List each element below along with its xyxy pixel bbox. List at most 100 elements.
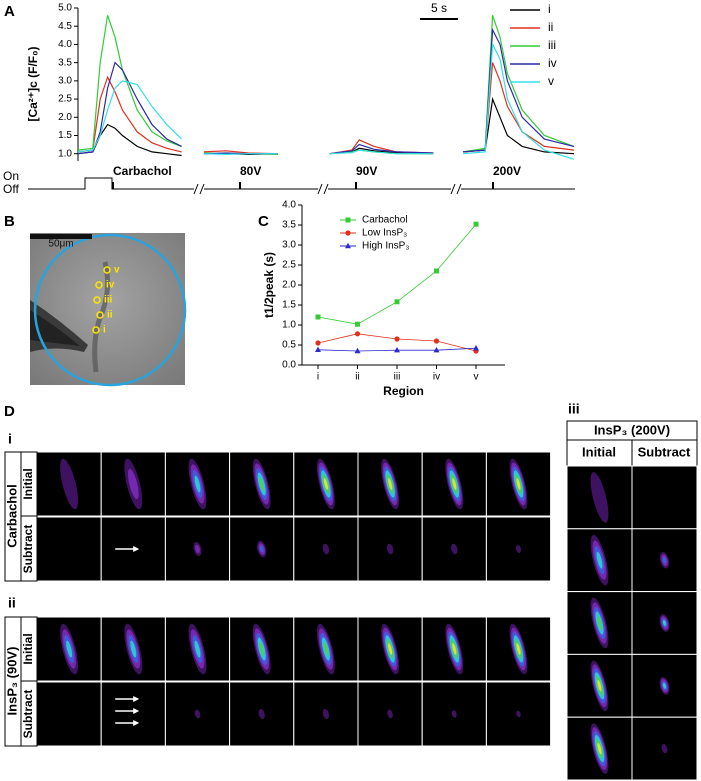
intensity-contour [662, 682, 667, 689]
intensity-contour [590, 472, 609, 523]
image-frame [229, 616, 295, 682]
fluorescence [451, 543, 458, 555]
trace [77, 42, 575, 160]
x-tick-label: ii [355, 372, 359, 383]
intensity-contour [597, 616, 602, 630]
intensity-contour [516, 478, 521, 490]
fluorescence [590, 597, 609, 649]
fluorescence [322, 708, 329, 720]
intensity-contour [60, 458, 79, 510]
point [345, 217, 351, 223]
intensity-contour [130, 640, 137, 658]
intensity-contour [388, 478, 393, 490]
panel-label: B [4, 213, 15, 230]
intensity-contour [322, 543, 330, 555]
column-label: Subtract [638, 444, 691, 459]
fluorescence [124, 623, 143, 675]
legend-label: i [548, 2, 551, 16]
axis-break [193, 183, 199, 195]
fluorescence [661, 743, 668, 754]
intensity-contour [194, 640, 201, 658]
image-frame [293, 616, 359, 682]
point [394, 299, 400, 305]
intensity-contour [451, 710, 457, 718]
legend-label: v [548, 74, 554, 88]
intensity-contour [66, 640, 73, 658]
intensity-contour [597, 679, 602, 692]
fluorescence [516, 710, 521, 718]
arrow-head [133, 546, 140, 552]
point [473, 345, 479, 351]
legend-label: iv [548, 56, 557, 70]
y-tick-label: 1.5 [58, 130, 72, 141]
point [315, 340, 321, 346]
point [354, 331, 361, 337]
fluorescence [509, 458, 528, 510]
label-frame [20, 680, 38, 747]
point [355, 321, 360, 327]
y-tick-label: 1.5 [282, 300, 296, 311]
intensity-contour [323, 642, 329, 656]
legend-label: iii [548, 38, 556, 52]
fluorescence [386, 543, 394, 555]
fluorescence [316, 458, 335, 510]
axis-break [456, 183, 462, 195]
y-tick-label: 3.0 [58, 75, 72, 86]
point [345, 242, 351, 249]
axis-break [317, 183, 323, 195]
intensity-contour [258, 708, 265, 720]
row-label: Subtract [21, 690, 35, 739]
column-label: Initial [582, 444, 616, 459]
intensity-contour [597, 742, 602, 755]
row-label: Initial [21, 468, 35, 499]
header-frame [631, 439, 698, 467]
intensity-contour [259, 642, 265, 656]
axis-break [323, 183, 329, 195]
fluorescence [659, 551, 670, 569]
x-tick-label: iv [433, 372, 440, 383]
region-marker [95, 281, 103, 289]
legend-label: High InsP₃ [362, 241, 409, 252]
y-tick-label: 5.0 [58, 3, 72, 14]
fluorescence [322, 543, 330, 555]
y-axis-label: t1/2peak (s) [262, 252, 276, 318]
fluorescence [387, 709, 393, 719]
intensity-contour [259, 477, 265, 491]
time-scale-label: 5 s [431, 1, 447, 15]
y-tick-label: 4.0 [282, 200, 296, 211]
fluorescence [257, 540, 267, 558]
section-label: i [8, 431, 12, 447]
intensity-contour [194, 475, 201, 493]
stimulus-trace [28, 177, 575, 190]
intensity-contour [322, 708, 329, 720]
point [394, 336, 400, 342]
y-tick-label: 3.0 [282, 240, 296, 251]
scale-label: 50μm [48, 239, 73, 250]
fluorescence [659, 614, 670, 632]
y-tick-label: 3.5 [58, 57, 72, 68]
fluorescence [509, 623, 528, 675]
region-label: v [114, 265, 120, 276]
section-label: iii [568, 401, 580, 417]
panel-label: D [4, 403, 15, 420]
intensity-contour [516, 643, 521, 655]
series-line [317, 223, 477, 325]
y-tick-label: 3.5 [282, 220, 296, 231]
intensity-contour [194, 709, 201, 719]
region-marker [93, 296, 101, 304]
region-marker [103, 266, 111, 274]
intensity-contour [388, 643, 393, 655]
intensity-contour [662, 620, 667, 626]
arrow-head [133, 696, 140, 702]
stim-annotation: Carbachol [113, 164, 172, 178]
trace [77, 15, 575, 155]
x-axis-label: Region [383, 384, 424, 398]
x-tick-label: v [474, 372, 479, 383]
axis-break [450, 183, 456, 195]
trace [77, 27, 575, 155]
fluorescence [316, 623, 335, 675]
panel-label: C [258, 213, 269, 230]
header-frame [566, 439, 633, 467]
stim-label: On [3, 169, 19, 183]
